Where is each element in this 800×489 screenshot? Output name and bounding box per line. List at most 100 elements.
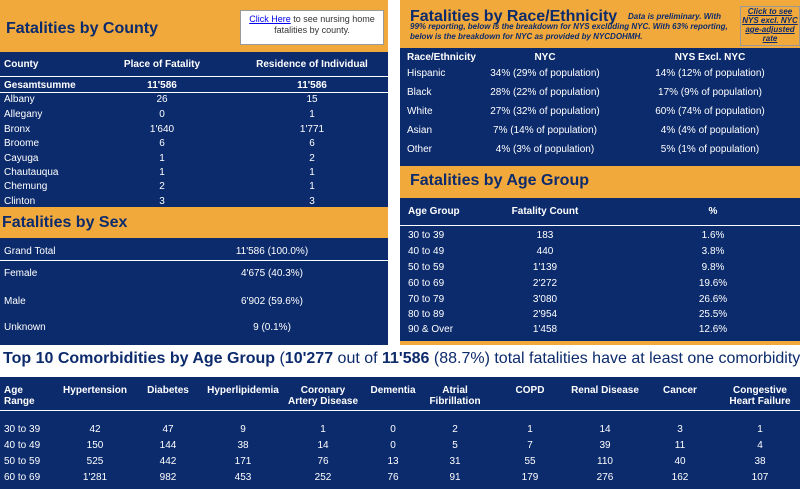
table-cell: Black	[407, 87, 432, 98]
table-cell: 1'139	[532, 262, 558, 273]
table-cell: 60 to 69	[4, 472, 41, 483]
table-cell: 0	[390, 424, 396, 435]
table-cell: 19.6%	[698, 278, 728, 289]
table-cell: 28% (22% of population)	[490, 87, 600, 98]
table-cell: 39	[599, 440, 611, 451]
table-cell: 42	[89, 424, 101, 435]
table-cell: 5% (1% of population)	[660, 144, 760, 155]
table-cell: 11'586	[297, 80, 327, 91]
table-cell: 17% (9% of population)	[658, 87, 762, 98]
table-cell: 15	[306, 94, 318, 105]
column-header: County	[4, 59, 39, 70]
table-cell: 70 to 79	[408, 294, 445, 305]
table-cell: 162	[671, 472, 689, 483]
table-cell: 3	[159, 196, 165, 207]
table-cell: 6	[309, 138, 315, 149]
table-cell: Albany	[4, 94, 35, 105]
table-cell: 3.8%	[701, 246, 725, 257]
table-cell: Bronx	[4, 124, 31, 135]
table-cell: 1	[159, 167, 165, 178]
table-cell: Male	[4, 296, 26, 307]
table-cell: 40 to 49	[4, 440, 41, 451]
table-cell: 27% (32% of population)	[490, 106, 600, 117]
table-cell: 144	[159, 440, 177, 451]
table-cell: 5	[452, 440, 458, 451]
column-header: Coronary Artery Disease	[287, 385, 359, 407]
table-cell: 13	[387, 456, 399, 467]
table-cell: 2	[452, 424, 458, 435]
column-header: NYC	[534, 52, 556, 63]
table-cell: 26.6%	[698, 294, 728, 305]
table-cell: 1'771	[299, 124, 325, 135]
table-cell: 3'080	[532, 294, 558, 305]
table-cell: 1	[757, 424, 763, 435]
comorbidity-subtitle-part: out of	[333, 350, 383, 367]
table-cell: Cayuga	[4, 153, 39, 164]
table-cell: 6	[159, 138, 165, 149]
table-cell: 55	[524, 456, 536, 467]
race-header	[400, 0, 800, 48]
comorbidity-subtitle-part: (	[275, 350, 285, 367]
table-cell: 90 & Over	[408, 324, 454, 335]
table-cell: 9.8%	[701, 262, 725, 273]
table-cell: 76	[387, 472, 399, 483]
table-cell: 1	[309, 167, 315, 178]
table-cell: 14	[317, 440, 329, 451]
table-cell: 30 to 39	[4, 424, 41, 435]
column-header: Place of Fatality	[123, 59, 201, 70]
column-header: Diabetes	[147, 385, 189, 396]
header-rule	[400, 225, 800, 226]
table-cell: 2	[159, 181, 165, 192]
column-header: Dementia	[370, 385, 416, 396]
comorbidity-subtitle-part: (88.7%) total fatalities have at least o…	[429, 350, 800, 367]
table-cell: 179	[521, 472, 539, 483]
table-cell: 25.5%	[698, 309, 728, 320]
table-cell: 7	[527, 440, 533, 451]
table-cell: 6'902 (59.6%)	[241, 296, 303, 307]
table-cell: Clinton	[4, 196, 36, 207]
table-cell: 26	[156, 94, 168, 105]
table-cell: 2	[309, 153, 315, 164]
table-cell: 4% (4% of population)	[660, 125, 760, 136]
header-rule	[0, 76, 388, 77]
race-link[interactable]: Click to see NYS excl. NYC age-adjusted …	[740, 6, 800, 46]
table-cell: 40	[674, 456, 686, 467]
column-header: Age Range	[4, 385, 35, 407]
table-cell: 183	[536, 230, 554, 241]
table-cell: 1'458	[532, 324, 558, 335]
row-rule	[0, 92, 388, 93]
table-cell: 1	[527, 424, 533, 435]
county-link-box: Click Here to see nursing home fatalitie…	[240, 10, 384, 45]
table-cell: 30 to 39	[408, 230, 445, 241]
table-cell: Grand Total	[4, 246, 56, 257]
table-cell: Female	[4, 268, 38, 279]
table-cell: 150	[86, 440, 104, 451]
table-cell: 442	[159, 456, 177, 467]
comorbidity-subtitle-part: 10'277	[284, 350, 334, 367]
table-cell: 3	[309, 196, 315, 207]
county-link[interactable]: Click Here	[249, 14, 291, 24]
column-header: %	[708, 206, 718, 217]
table-cell: 1	[309, 181, 315, 192]
table-cell: 60 to 69	[408, 278, 445, 289]
table-cell: 3	[677, 424, 683, 435]
table-cell: 76	[317, 456, 329, 467]
table-cell: 0	[159, 109, 165, 120]
table-cell: 31	[449, 456, 461, 467]
column-header: NYS Excl. NYC	[674, 52, 746, 63]
column-header: Race/Ethnicity	[407, 52, 476, 63]
table-cell: 38	[754, 456, 766, 467]
county-table: County Place of Fatality Residence of Indi…	[0, 54, 388, 207]
table-cell: 2'954	[532, 309, 558, 320]
table-cell: 9 (0.1%)	[253, 322, 291, 333]
table-cell: 11'586 (100.0%)	[235, 246, 309, 257]
table-cell: 7% (14% of population)	[493, 125, 597, 136]
table-cell: 12.6%	[698, 324, 728, 335]
race-title: Fatalities by Race/Ethnicity	[410, 8, 618, 25]
comorbidity-heading: Top 10 Comorbidities by Age Group (10'27…	[3, 350, 800, 368]
table-cell: 11'586	[147, 80, 177, 91]
column-header: Hypertension	[63, 385, 127, 396]
county-link-text: to see nursing home fatalities by county…	[274, 14, 375, 35]
column-header: Fatality Count	[511, 206, 579, 217]
table-cell: 1	[309, 109, 315, 120]
